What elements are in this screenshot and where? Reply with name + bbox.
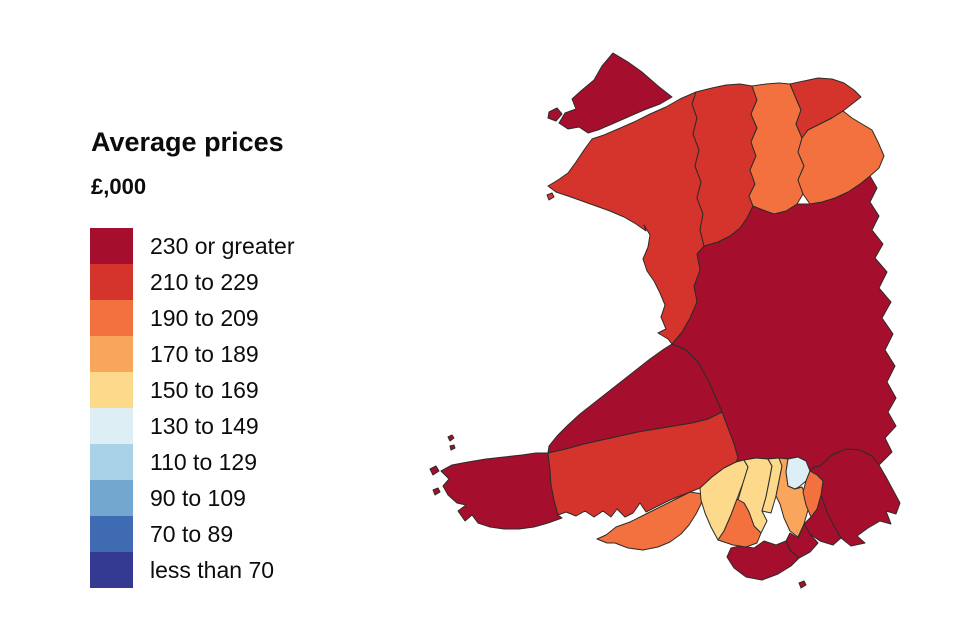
region-pembrokeshire-islet — [429, 465, 440, 476]
region-swansea — [596, 491, 704, 551]
legend-swatch — [90, 552, 133, 588]
legend-item-label: 130 to 149 — [150, 412, 259, 439]
legend-item-label: 150 to 169 — [150, 376, 259, 403]
legend-swatch — [90, 516, 133, 552]
legend-units-label: £,000 — [91, 173, 147, 199]
legend-item-label: 170 to 189 — [150, 340, 259, 367]
legend-swatch — [90, 480, 133, 516]
region-wrexham — [797, 110, 885, 205]
region-vale-of-glamorgan — [726, 540, 800, 581]
legend-item: 150 to 169 — [90, 372, 294, 408]
legend-item-label: 230 or greater — [150, 232, 295, 259]
legend-panel: Average prices £,000 — [91, 127, 411, 226]
region-pembrokeshire-islet — [449, 444, 456, 451]
legend-item: 130 to 149 — [90, 408, 294, 444]
legend-swatch — [90, 336, 133, 372]
legend-item: 190 to 209 — [90, 300, 294, 336]
page-title: Average prices — [91, 127, 284, 157]
legend-item-label: 70 to 89 — [150, 520, 234, 547]
legend-item-label: 210 to 229 — [150, 268, 259, 295]
region-pembrokeshire — [440, 452, 563, 530]
region-denbighshire — [748, 82, 805, 215]
legend-item: 210 to 229 — [90, 264, 294, 300]
region-bridgend — [717, 498, 762, 548]
legend-item-label: less than 70 — [150, 556, 275, 583]
region-blaenau-gwent — [785, 456, 811, 490]
map-regions — [429, 52, 901, 589]
legend-item: less than 70 — [90, 552, 294, 588]
legend-swatch — [90, 372, 133, 408]
legend-swatch — [90, 408, 133, 444]
legend-item-label: 110 to 129 — [150, 448, 258, 475]
legend: 230 or greater 210 to 229 190 to 209 170… — [90, 228, 294, 588]
region-gwynedd-islet — [546, 192, 555, 201]
region-pembrokeshire-islet — [447, 434, 455, 442]
legend-item: 110 to 129 — [90, 444, 294, 480]
region-cardiff-islet — [798, 580, 807, 589]
legend-item: 70 to 89 — [90, 516, 294, 552]
legend-item-label: 90 to 109 — [150, 484, 246, 511]
legend-item: 170 to 189 — [90, 336, 294, 372]
region-pembrokeshire-islet — [432, 487, 441, 496]
legend-item: 230 or greater — [90, 228, 294, 264]
region-isle-of-anglesey-islet — [547, 107, 563, 122]
legend-item-label: 190 to 209 — [150, 304, 259, 331]
legend-swatch — [90, 444, 133, 480]
legend-swatch — [90, 300, 133, 336]
region-torfaen — [802, 470, 824, 518]
legend-swatch — [90, 264, 133, 300]
legend-swatch — [90, 228, 133, 264]
region-gwynedd — [547, 91, 705, 345]
legend-item: 90 to 109 — [90, 480, 294, 516]
region-isle-of-anglesey — [558, 52, 673, 134]
